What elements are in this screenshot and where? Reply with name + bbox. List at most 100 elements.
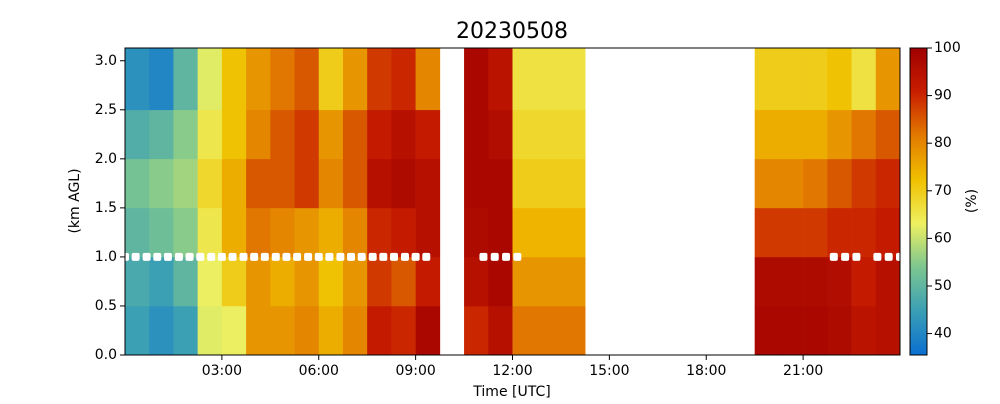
heatmap-cell bbox=[173, 207, 198, 258]
heatmap-cell bbox=[803, 158, 828, 209]
heatmap-cell bbox=[221, 305, 247, 355]
heatmap-cell bbox=[270, 158, 295, 209]
heatmap-cell bbox=[294, 109, 320, 160]
heatmap-cell bbox=[754, 305, 780, 355]
heatmap-cell bbox=[367, 305, 392, 355]
heatmap-cell bbox=[246, 207, 271, 258]
heatmap-cell bbox=[173, 109, 198, 160]
y-tick-label: 3.0 bbox=[95, 53, 117, 69]
heatmap-cell bbox=[778, 256, 804, 307]
marker bbox=[513, 252, 522, 261]
marker bbox=[131, 252, 140, 261]
x-tick-label: 12:00 bbox=[492, 363, 532, 379]
heatmap-cell bbox=[415, 109, 441, 160]
marker bbox=[260, 252, 269, 261]
colorbar-tick-label: 50 bbox=[934, 278, 952, 294]
colorbar-tick-label: 90 bbox=[934, 88, 952, 104]
heatmap-cell bbox=[197, 158, 223, 209]
heatmap-cell bbox=[391, 256, 416, 307]
marker bbox=[841, 252, 850, 261]
marker bbox=[125, 252, 129, 261]
heatmap-cell bbox=[560, 305, 586, 355]
heatmap-cell bbox=[512, 305, 538, 355]
heatmap-cell bbox=[803, 48, 828, 111]
heatmap-cell bbox=[125, 305, 150, 355]
heatmap-cell bbox=[173, 256, 198, 307]
heatmap-cell bbox=[415, 48, 441, 111]
colorbar-label: (%) bbox=[964, 189, 980, 213]
heatmap-cell bbox=[342, 158, 368, 209]
heatmap-cell bbox=[778, 305, 804, 355]
heatmap-cell bbox=[149, 207, 174, 258]
marker bbox=[336, 252, 345, 261]
heatmap-cell bbox=[391, 109, 416, 160]
heatmap bbox=[125, 48, 900, 355]
heatmap-cell bbox=[342, 305, 368, 355]
marker bbox=[250, 252, 259, 261]
heatmap-cell bbox=[367, 158, 392, 209]
colorbar-tick-label: 40 bbox=[934, 326, 952, 342]
marker bbox=[217, 252, 226, 261]
y-tick-label: 2.5 bbox=[95, 102, 117, 118]
heatmap-cell bbox=[246, 305, 271, 355]
colorbar-tick-label: 70 bbox=[934, 183, 952, 199]
heatmap-cell bbox=[342, 256, 368, 307]
heatmap-cell bbox=[778, 109, 804, 160]
heatmap-cell bbox=[488, 305, 513, 355]
heatmap-cell bbox=[851, 48, 877, 111]
marker bbox=[314, 252, 323, 261]
marker bbox=[389, 252, 398, 261]
heatmap-cell bbox=[803, 207, 828, 258]
heatmap-cell bbox=[827, 158, 852, 209]
heatmap-cell bbox=[560, 158, 586, 209]
marker bbox=[196, 252, 205, 261]
heatmap-cell bbox=[149, 48, 174, 111]
chart-title: 20230508 bbox=[456, 19, 568, 44]
heatmap-cell bbox=[294, 305, 320, 355]
heatmap-cell bbox=[875, 207, 900, 258]
heatmap-cell bbox=[197, 48, 223, 111]
heatmap-cell bbox=[512, 109, 538, 160]
marker bbox=[502, 252, 511, 261]
heatmap-cell bbox=[803, 109, 828, 160]
heatmap-cell bbox=[536, 158, 562, 209]
heatmap-cell bbox=[415, 207, 441, 258]
heatmap-cell bbox=[754, 109, 780, 160]
y-tick-label: 1.0 bbox=[95, 249, 117, 265]
marker bbox=[368, 252, 377, 261]
heatmap-cell bbox=[827, 207, 852, 258]
heatmap-cell bbox=[246, 256, 271, 307]
heatmap-cell bbox=[125, 256, 150, 307]
heatmap-cell bbox=[270, 207, 295, 258]
heatmap-cell bbox=[536, 207, 562, 258]
x-tick-label: 21:00 bbox=[783, 363, 823, 379]
x-tick-label: 09:00 bbox=[395, 363, 435, 379]
heatmap-cell bbox=[754, 158, 780, 209]
heatmap-cell bbox=[536, 48, 562, 111]
heatmap-cell bbox=[536, 109, 562, 160]
heatmap-cell bbox=[536, 256, 562, 307]
heatmap-cell bbox=[197, 109, 223, 160]
heatmap-cell bbox=[221, 256, 247, 307]
heatmap-cell bbox=[294, 207, 320, 258]
marker bbox=[325, 252, 334, 261]
heatmap-cell bbox=[827, 305, 852, 355]
colorbar-tick-label: 100 bbox=[934, 40, 961, 56]
heatmap-cell bbox=[827, 109, 852, 160]
heatmap-cell bbox=[149, 256, 174, 307]
heatmap-cell bbox=[754, 256, 780, 307]
heatmap-cell bbox=[512, 207, 538, 258]
heatmap-cell bbox=[318, 256, 344, 307]
heatmap-cell bbox=[294, 256, 320, 307]
heatmap-cell bbox=[270, 256, 295, 307]
colorbar-tick-label: 80 bbox=[934, 135, 952, 151]
marker bbox=[304, 252, 313, 261]
heatmap-cell bbox=[125, 207, 150, 258]
heatmap-cell bbox=[803, 305, 828, 355]
colorbar bbox=[909, 47, 928, 356]
heatmap-cell bbox=[367, 207, 392, 258]
marker bbox=[884, 252, 893, 261]
heatmap-cell bbox=[270, 48, 295, 111]
heatmap-cell bbox=[851, 158, 877, 209]
